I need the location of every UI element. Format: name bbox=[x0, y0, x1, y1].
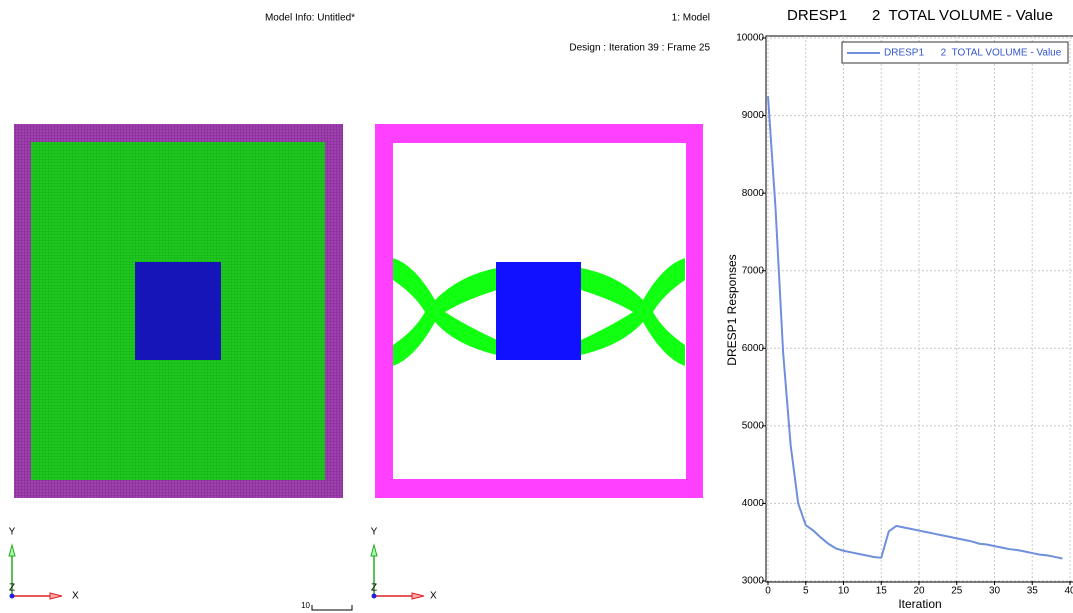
y-tick-label: 8000 bbox=[742, 188, 765, 199]
model-info: Model Info: Untitled* bbox=[265, 13, 355, 24]
legend-label: DRESP1 2 TOTAL VOLUME - Value bbox=[884, 48, 1062, 59]
triad-z: Z bbox=[371, 583, 377, 594]
x-tick-label: 25 bbox=[951, 586, 963, 597]
x-tick-label: 20 bbox=[913, 586, 925, 597]
model-label: 1: Model bbox=[672, 13, 710, 24]
x-tick-label: 30 bbox=[989, 586, 1001, 597]
triad-z: Z bbox=[9, 583, 15, 594]
x-axis-title: Iteration bbox=[898, 597, 941, 611]
arrow-head bbox=[412, 593, 424, 599]
x-tick-label: 35 bbox=[1027, 586, 1039, 597]
scale-bar bbox=[312, 605, 352, 610]
scale-label: 10 bbox=[301, 601, 310, 610]
x-tick-label: 5 bbox=[803, 586, 809, 597]
arrow-head bbox=[9, 545, 15, 556]
triad-x: X bbox=[72, 591, 79, 602]
y-tick-label: 3000 bbox=[742, 576, 765, 587]
y-tick-label: 9000 bbox=[742, 110, 765, 121]
z-axis bbox=[372, 594, 377, 599]
triad-y: Y bbox=[371, 527, 378, 538]
screen: Model Info: Untitled* 1: Model Design : … bbox=[0, 0, 1073, 613]
y-tick-label: 10000 bbox=[736, 33, 764, 44]
y-tick-label: 7000 bbox=[742, 265, 765, 276]
chart-title: DRESP1 2 TOTAL VOLUME - Value bbox=[787, 7, 1053, 24]
x-tick-label: 15 bbox=[876, 586, 888, 597]
y-tick-label: 5000 bbox=[742, 420, 765, 431]
triad: Y X Z bbox=[371, 527, 437, 602]
y-axis-title: DRESP1 Responses bbox=[725, 254, 739, 365]
x-tick-label: 0 bbox=[765, 586, 771, 597]
x-tick-label: 10 bbox=[838, 586, 850, 597]
x-tick-label: 40 bbox=[1064, 586, 1073, 597]
triad: Y X Z bbox=[9, 527, 79, 602]
design-label: Design : Iteration 39 : Frame 25 bbox=[569, 43, 710, 54]
page: Model Info: Untitled* 1: Model Design : … bbox=[0, 0, 1073, 613]
plot-area: 3000 4000 5000 6000 7000 8000 9000 10000 0 5 10 15 2… bbox=[736, 33, 1073, 597]
y-tick-label: 4000 bbox=[742, 498, 765, 509]
triad-x: X bbox=[430, 591, 437, 602]
block bbox=[496, 262, 581, 360]
triad-y: Y bbox=[9, 527, 16, 538]
arrow-head bbox=[50, 593, 62, 599]
z-axis bbox=[10, 594, 15, 599]
arrow-head bbox=[371, 545, 377, 556]
y-tick-label: 6000 bbox=[742, 343, 765, 354]
block bbox=[135, 262, 221, 360]
